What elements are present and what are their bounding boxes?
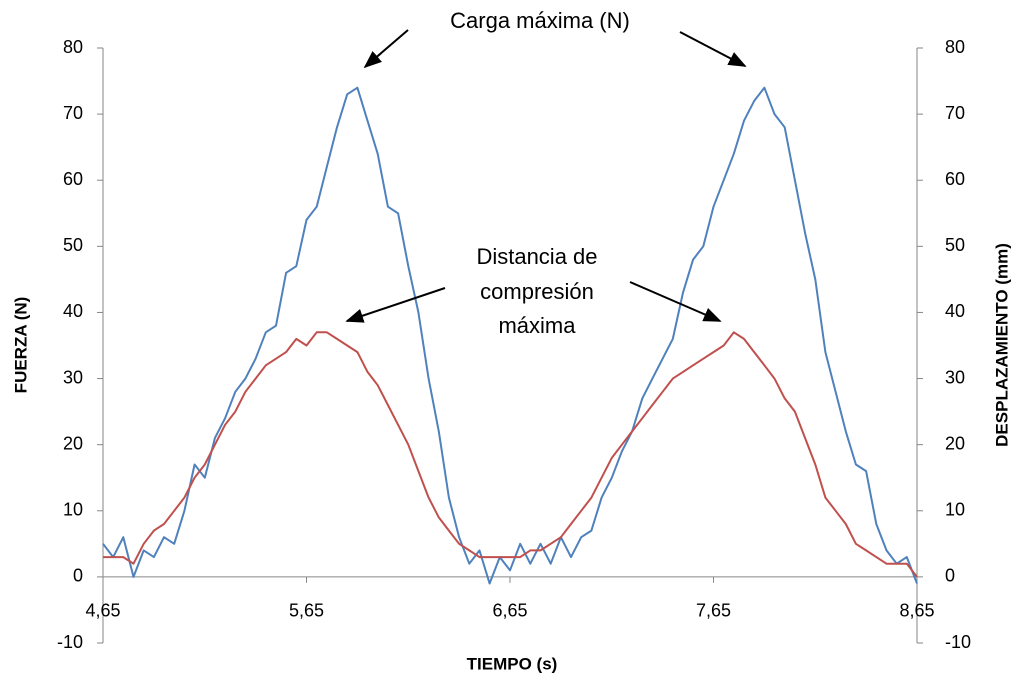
y2-tick-label: 20 xyxy=(945,433,965,453)
arrow xyxy=(345,287,446,323)
series-line xyxy=(102,86,918,585)
x-tick-label: 6,65 xyxy=(492,601,527,621)
y-tick-label: 80 xyxy=(63,37,83,57)
y-tick-label: 60 xyxy=(63,169,83,189)
annotation: máxima xyxy=(498,313,576,338)
y-tick-label: 0 xyxy=(73,566,83,586)
y2-axis-title: DESPLAZAMIENTO (mm) xyxy=(992,243,1011,447)
arrow xyxy=(629,281,722,322)
x-tick-label: 8,65 xyxy=(899,601,934,621)
y2-tick-label: 80 xyxy=(945,37,965,57)
y-tick-label: 50 xyxy=(63,235,83,255)
arrow xyxy=(679,31,747,67)
y2-tick-label: 60 xyxy=(945,169,965,189)
y-tick-label: 40 xyxy=(63,301,83,321)
x-tick-label: 5,65 xyxy=(289,601,324,621)
y2-tick-label: 10 xyxy=(945,500,965,520)
arrows xyxy=(345,29,747,323)
y2-tick-label: 40 xyxy=(945,301,965,321)
y-tick-label: 30 xyxy=(63,367,83,387)
y2-tick-label: 70 xyxy=(945,103,965,123)
x-tick-label: 4,65 xyxy=(85,601,120,621)
y2-tick-label: 30 xyxy=(945,367,965,387)
series-line xyxy=(103,331,918,578)
arrow xyxy=(363,29,409,69)
y2-tick-label: 0 xyxy=(945,566,955,586)
y-axis-title: FUERZA (N) xyxy=(11,297,30,394)
y2-tick-label: 50 xyxy=(945,235,965,255)
x-tick-label: 7,65 xyxy=(696,601,731,621)
y-tick-label: 70 xyxy=(63,103,83,123)
y-tick-label: 20 xyxy=(63,433,83,453)
x-axis-title: TIEMPO (s) xyxy=(467,654,558,673)
annotation: Distancia de xyxy=(476,244,597,269)
y2-tick-label: -10 xyxy=(945,632,971,652)
annotation: compresión xyxy=(480,279,594,304)
y-tick-label: 10 xyxy=(63,500,83,520)
axes: -10 0 10 20 30 40 50 60 70 80 -10 0 10 20 30 40 50 60 70 80… xyxy=(57,37,971,652)
annotation: Carga máxima (N) xyxy=(450,8,630,33)
y-tick-label: -10 xyxy=(57,632,83,652)
